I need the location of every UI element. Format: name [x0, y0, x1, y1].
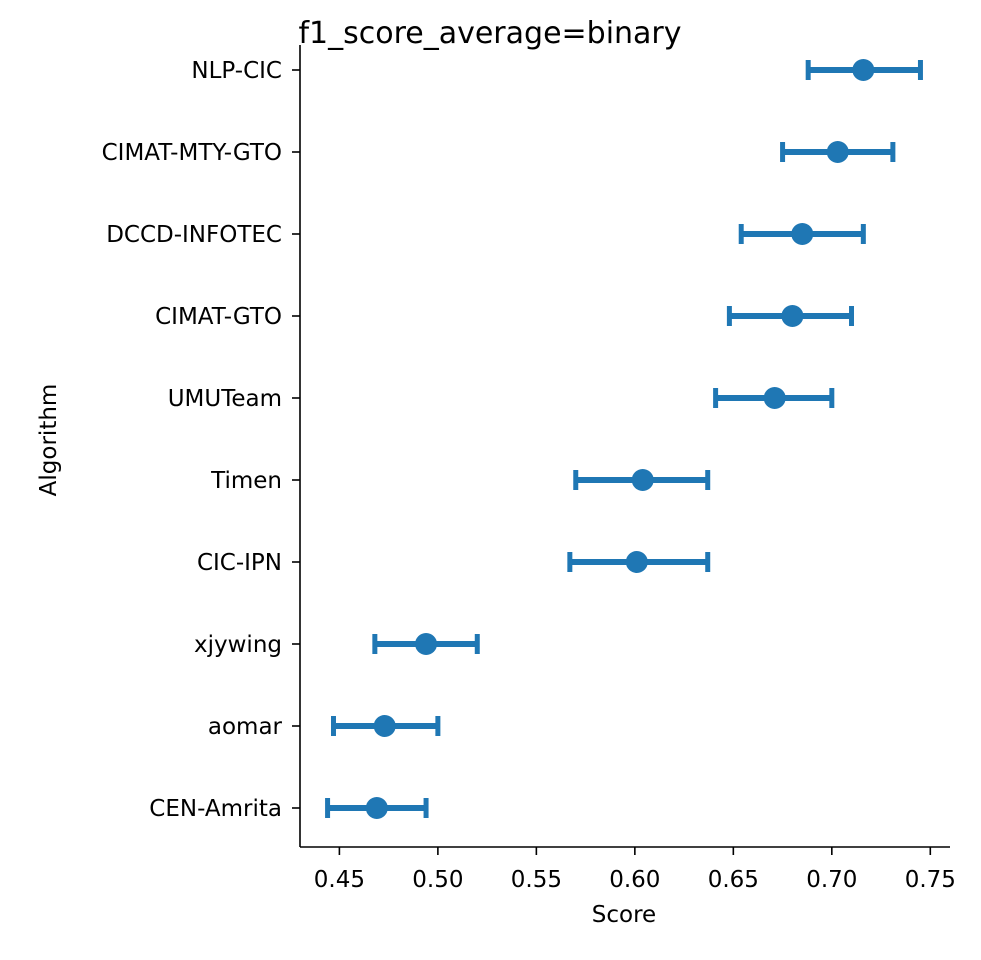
y-tick-label: CIMAT-GTO [155, 304, 282, 330]
x-tick-label: 0.45 [314, 867, 365, 893]
x-tick-label: 0.60 [609, 867, 660, 893]
y-tick-label: Timen [210, 468, 282, 494]
x-tick-label: 0.70 [806, 867, 857, 893]
y-tick-label: CIMAT-MTY-GTO [102, 140, 282, 166]
x-tick-label: 0.65 [708, 867, 759, 893]
chart-title: f1_score_average=binary [298, 16, 681, 51]
x-tick-label: 0.50 [412, 867, 463, 893]
y-tick-label: UMUTeam [168, 386, 282, 412]
data-point [791, 223, 814, 245]
data-point [781, 305, 804, 327]
data-point [826, 141, 849, 163]
data-point [631, 469, 654, 491]
data-point [625, 551, 648, 573]
data-point [365, 797, 388, 819]
y-tick-label: xjywing [194, 632, 282, 658]
x-tick-label: 0.55 [511, 867, 562, 893]
y-tick-label: NLP-CIC [191, 58, 282, 84]
x-axis-label: Score [592, 902, 656, 928]
y-tick-label: aomar [208, 714, 283, 740]
data-point [415, 633, 438, 655]
plot-area: 0.45 0.50 0.55 0.60 0.65 0.70 0.75 NLP-CIC CIMAT… [102, 45, 956, 893]
y-tick-label: CEN-Amrita [149, 796, 282, 822]
data-point [763, 387, 786, 409]
data-point [373, 715, 396, 737]
y-tick-label: CIC-IPN [197, 550, 282, 576]
y-axis-label: Algorithm [36, 384, 62, 497]
data-point [852, 59, 875, 81]
y-tick-label: DCCD-INFOTEC [106, 222, 282, 248]
x-tick-label: 0.75 [905, 867, 956, 893]
